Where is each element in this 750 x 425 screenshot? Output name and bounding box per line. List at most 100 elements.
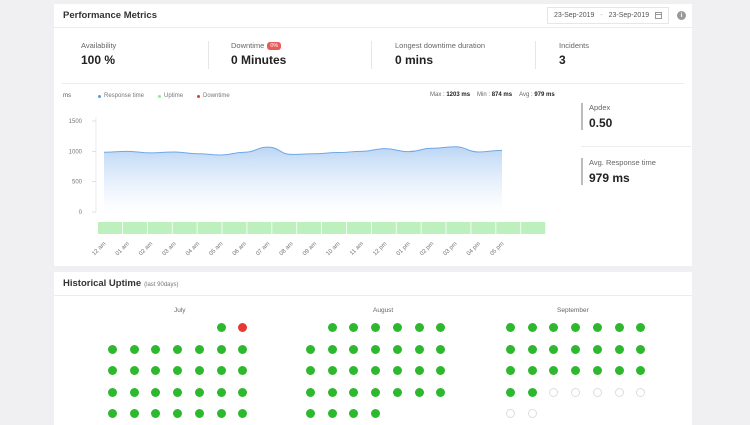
legend-dot — [197, 94, 201, 98]
uptime-day-dot[interactable] — [436, 388, 446, 397]
uptime-day-dot[interactable] — [349, 388, 359, 397]
uptime-day-dot[interactable] — [151, 409, 161, 418]
uptime-day-dot[interactable] — [527, 345, 537, 354]
date-range-picker[interactable]: 23-Sep-2019 - 23-Sep-2019 — [547, 7, 669, 24]
uptime-day-dot[interactable] — [506, 388, 515, 397]
uptime-day-dot[interactable] — [371, 388, 381, 397]
future-day-dot[interactable] — [527, 409, 537, 418]
uptime-day-dot[interactable] — [392, 345, 402, 354]
future-day-dot[interactable] — [614, 388, 624, 397]
uptime-day-dot[interactable] — [216, 388, 226, 397]
uptime-day-dot[interactable] — [349, 366, 359, 375]
uptime-day-dot[interactable] — [129, 345, 139, 354]
uptime-day-dot[interactable] — [327, 366, 337, 375]
uptime-day-dot[interactable] — [571, 323, 581, 332]
uptime-day-dot[interactable] — [349, 323, 359, 332]
uptime-day-dot[interactable] — [216, 409, 226, 418]
uptime-day-dot[interactable] — [549, 323, 559, 332]
uptime-day-dot[interactable] — [306, 345, 315, 354]
uptime-day-dot[interactable] — [173, 366, 183, 375]
uptime-day-dot[interactable] — [414, 388, 424, 397]
uptime-day-dot[interactable] — [151, 345, 161, 354]
uptime-day-dot[interactable] — [614, 323, 624, 332]
uptime-day-dot[interactable] — [306, 366, 315, 375]
uptime-day-dot[interactable] — [527, 388, 537, 397]
uptime-day-dot[interactable] — [614, 345, 624, 354]
uptime-day-dot[interactable] — [238, 366, 248, 375]
uptime-day-dot[interactable] — [194, 388, 204, 397]
uptime-day-dot[interactable] — [506, 345, 515, 354]
uptime-day-dot[interactable] — [371, 409, 381, 418]
uptime-day-dot[interactable] — [238, 345, 248, 354]
uptime-day-dot[interactable] — [549, 345, 559, 354]
future-day-dot[interactable] — [506, 409, 515, 418]
uptime-day-dot[interactable] — [392, 366, 402, 375]
uptime-day-dot[interactable] — [592, 366, 602, 375]
uptime-day-dot[interactable] — [129, 388, 139, 397]
uptime-day-dot[interactable] — [592, 323, 602, 332]
uptime-day-dot[interactable] — [238, 388, 248, 397]
uptime-day-dot[interactable] — [436, 345, 446, 354]
uptime-day-dot[interactable] — [636, 366, 646, 375]
uptime-day-dot[interactable] — [327, 345, 337, 354]
uptime-day-dot[interactable] — [194, 366, 204, 375]
legend-label: Downtime — [203, 93, 230, 99]
uptime-day-dot[interactable] — [614, 366, 624, 375]
uptime-day-dot[interactable] — [151, 388, 161, 397]
uptime-day-dot[interactable] — [194, 345, 204, 354]
legend-downtime[interactable]: Downtime — [197, 93, 230, 99]
uptime-day-dot[interactable] — [414, 366, 424, 375]
uptime-day-dot[interactable] — [173, 409, 183, 418]
uptime-day-dot[interactable] — [216, 366, 226, 375]
future-day-dot[interactable] — [636, 388, 646, 397]
uptime-day-dot[interactable] — [327, 388, 337, 397]
uptime-day-dot[interactable] — [238, 409, 248, 418]
uptime-day-dot[interactable] — [151, 366, 161, 375]
downtime-day-dot[interactable] — [238, 323, 248, 332]
uptime-day-dot[interactable] — [371, 366, 381, 375]
future-day-dot[interactable] — [571, 388, 581, 397]
uptime-day-dot[interactable] — [108, 409, 117, 418]
uptime-day-dot[interactable] — [173, 345, 183, 354]
uptime-day-dot[interactable] — [527, 366, 537, 375]
uptime-day-dot[interactable] — [173, 388, 183, 397]
uptime-day-dot[interactable] — [327, 409, 337, 418]
calendar-icon[interactable] — [655, 12, 663, 19]
future-day-dot[interactable] — [549, 388, 559, 397]
uptime-day-dot[interactable] — [108, 388, 117, 397]
future-day-dot[interactable] — [592, 388, 602, 397]
uptime-day-dot[interactable] — [527, 323, 537, 332]
uptime-day-dot[interactable] — [506, 366, 515, 375]
uptime-day-dot[interactable] — [636, 345, 646, 354]
uptime-day-dot[interactable] — [636, 323, 646, 332]
uptime-day-dot[interactable] — [216, 345, 226, 354]
uptime-day-dot[interactable] — [216, 323, 226, 332]
uptime-day-dot[interactable] — [327, 323, 337, 332]
uptime-day-dot[interactable] — [571, 366, 581, 375]
uptime-day-dot[interactable] — [549, 366, 559, 375]
uptime-day-dot[interactable] — [506, 323, 515, 332]
uptime-day-dot[interactable] — [108, 345, 117, 354]
uptime-day-dot[interactable] — [306, 388, 315, 397]
uptime-day-dot[interactable] — [392, 323, 402, 332]
uptime-day-dot[interactable] — [349, 345, 359, 354]
uptime-day-dot[interactable] — [414, 345, 424, 354]
uptime-day-dot[interactable] — [108, 366, 117, 375]
uptime-day-dot[interactable] — [194, 409, 204, 418]
uptime-day-dot[interactable] — [371, 345, 381, 354]
apdex-value: 0.50 — [589, 116, 613, 130]
uptime-day-dot[interactable] — [436, 323, 446, 332]
uptime-day-dot[interactable] — [129, 409, 139, 418]
uptime-day-dot[interactable] — [349, 409, 359, 418]
uptime-day-dot[interactable] — [392, 388, 402, 397]
uptime-day-dot[interactable] — [129, 366, 139, 375]
legend-response-time[interactable]: Response time — [98, 93, 144, 99]
uptime-day-dot[interactable] — [436, 366, 446, 375]
uptime-day-dot[interactable] — [414, 323, 424, 332]
uptime-day-dot[interactable] — [371, 323, 381, 332]
legend-uptime[interactable]: Uptime — [158, 93, 183, 99]
info-icon[interactable]: i — [677, 11, 686, 20]
uptime-day-dot[interactable] — [571, 345, 581, 354]
uptime-day-dot[interactable] — [592, 345, 602, 354]
uptime-day-dot[interactable] — [306, 409, 315, 418]
